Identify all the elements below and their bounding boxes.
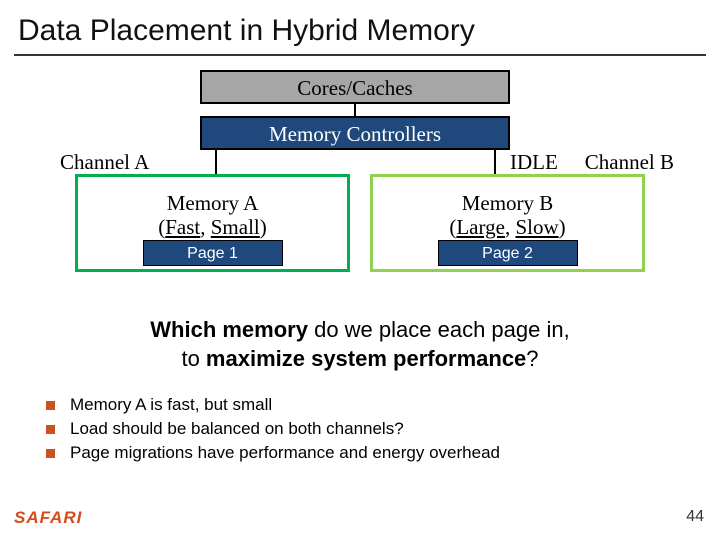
memory-b-name: Memory B: [462, 191, 554, 215]
question-text-1: do we place each page in,: [308, 317, 570, 342]
memory-b-text: Memory B (Large, Slow): [373, 191, 642, 239]
title-underline: [14, 54, 706, 56]
hybrid-memory-diagram: Cores/Caches Memory Controllers Channel …: [60, 70, 660, 300]
page-number: 44: [686, 508, 704, 526]
connector: [354, 104, 356, 116]
list-item: Load should be balanced on both channels…: [46, 419, 720, 439]
memory-a-name: Memory A: [167, 191, 259, 215]
memory-a-attr-small: Small: [211, 215, 260, 239]
memory-a-box: Memory A (Fast, Small) Page 1: [75, 174, 350, 272]
question-text: Which memory do we place each page in, t…: [0, 316, 720, 373]
safari-logo: SAFARI: [14, 508, 82, 528]
memory-a-text: Memory A (Fast, Small): [78, 191, 347, 239]
channel-a-label: Channel A: [60, 150, 149, 175]
connector: [215, 150, 217, 174]
memory-b-attr-slow: Slow: [515, 215, 558, 239]
memory-b-box: Memory B (Large, Slow) Page 2: [370, 174, 645, 272]
cores-caches-box: Cores/Caches: [200, 70, 510, 104]
question-text-3: ?: [526, 346, 538, 371]
memory-b-attr-large: Large: [456, 215, 505, 239]
connector: [494, 150, 496, 174]
list-item: Memory A is fast, but small: [46, 395, 720, 415]
question-bold-2: maximize system performance: [206, 346, 526, 371]
question-bold-1: Which memory: [150, 317, 308, 342]
page-2-box: Page 2: [438, 240, 578, 266]
question-text-2: to: [181, 346, 205, 371]
idle-label: IDLE: [510, 150, 558, 175]
page-title: Data Placement in Hybrid Memory: [0, 0, 720, 54]
channel-b-label: Channel B: [585, 150, 674, 175]
memory-controllers-box: Memory Controllers: [200, 116, 510, 150]
memory-a-attr-fast: Fast: [165, 215, 200, 239]
list-item: Page migrations have performance and ene…: [46, 443, 720, 463]
page-1-box: Page 1: [143, 240, 283, 266]
bullet-list: Memory A is fast, but small Load should …: [46, 395, 720, 463]
